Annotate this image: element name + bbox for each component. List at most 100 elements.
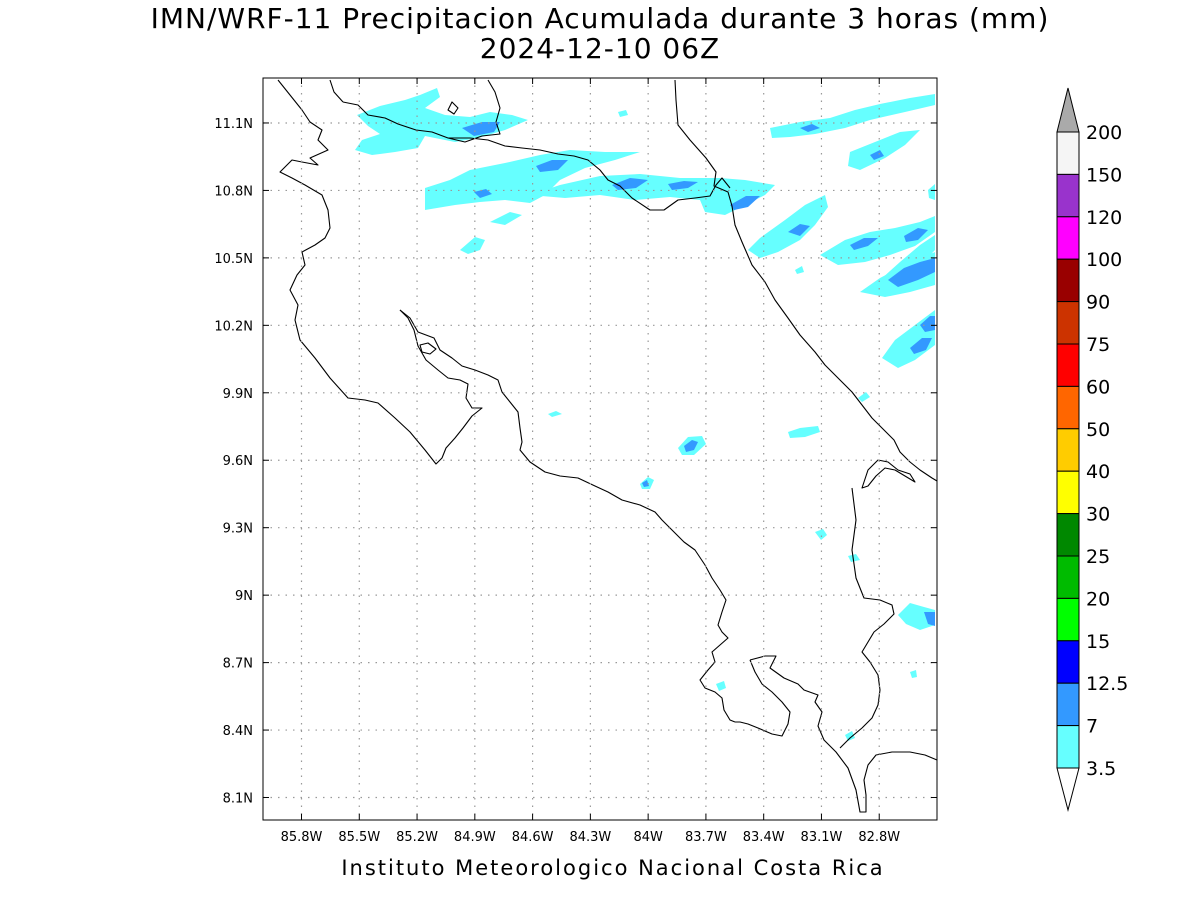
colorbar-label: 100 xyxy=(1086,249,1122,271)
colorbar: 200 150 120 100 90 75 60 50 40 30 25 20 15 12.5 7 3.5 xyxy=(1056,87,1128,812)
rain-patch xyxy=(684,440,698,452)
colorbar-label: 90 xyxy=(1086,292,1110,314)
rain-patch xyxy=(460,237,485,254)
colorbar-swatch xyxy=(1056,258,1080,303)
rain-patch xyxy=(355,88,528,155)
colorbar-swatch xyxy=(1056,555,1080,599)
rain-patch xyxy=(618,110,628,117)
map-frame xyxy=(262,77,938,821)
panama-border xyxy=(839,487,895,749)
colorbar-swatch xyxy=(1056,470,1080,515)
rain-patch xyxy=(800,124,820,132)
colorbar-label: 50 xyxy=(1086,419,1110,441)
y-tick-label: 8.4N xyxy=(223,724,253,739)
x-tick-label: 82.8W xyxy=(858,830,900,845)
rain-patch xyxy=(536,160,568,172)
rain-patch xyxy=(880,235,935,285)
y-axis-ticks: 11.1N 10.8N 10.5N 10.2N 9.9N 9.6N 9.3N 9N 8.7N 8.… xyxy=(214,117,937,807)
osa-peninsula-golfo-dulce xyxy=(749,655,938,813)
rain-patch xyxy=(642,480,649,487)
y-tick-label: 10.5N xyxy=(214,252,253,267)
colorbar-label: 7 xyxy=(1086,716,1098,738)
rain-patch xyxy=(716,681,726,691)
rain-patch xyxy=(848,130,920,170)
colorbar-swatch xyxy=(1056,428,1080,472)
colorbar-swatch xyxy=(1056,682,1080,727)
nicaragua-border-south xyxy=(448,137,731,211)
lake-shore xyxy=(447,101,459,115)
x-tick-label: 84.9W xyxy=(454,830,496,845)
rain-patch xyxy=(910,670,917,678)
y-tick-label: 8.7N xyxy=(223,657,253,672)
x-tick-label: 84.3W xyxy=(569,830,611,845)
rain-patch xyxy=(730,196,760,210)
rain-patch xyxy=(924,612,935,626)
x-tick-label: 85.8W xyxy=(281,830,323,845)
rain-patch xyxy=(910,338,932,354)
rain-patch xyxy=(870,150,884,160)
x-tick-label: 84.6W xyxy=(512,830,554,845)
x-tick-label: 85.5W xyxy=(338,830,380,845)
rain-patch xyxy=(848,554,860,562)
nicoya-gulf-island xyxy=(419,342,437,355)
y-tick-label: 10.8N xyxy=(214,184,253,199)
colorbar-label: 200 xyxy=(1086,122,1122,144)
colorbar-swatch xyxy=(1056,131,1080,175)
osa-inner xyxy=(735,659,791,737)
rain-patch xyxy=(668,181,698,190)
coastline xyxy=(277,79,938,813)
colorbar-label: 60 xyxy=(1086,376,1110,398)
colorbar-label: 150 xyxy=(1086,164,1122,186)
colorbar-label: 15 xyxy=(1086,631,1110,653)
colorbar-top-arrow xyxy=(1056,87,1080,133)
north-coast-stub xyxy=(329,79,344,103)
y-tick-label: 9.3N xyxy=(223,522,253,537)
colorbar-swatch xyxy=(1056,597,1080,642)
colorbar-swatch xyxy=(1056,343,1080,387)
precipitation-light xyxy=(355,88,935,741)
x-tick-label: 84W xyxy=(633,830,663,845)
colorbar-swatch xyxy=(1056,385,1080,430)
colorbar-label: 40 xyxy=(1086,461,1110,483)
colorbar-label: 20 xyxy=(1086,588,1110,610)
rain-patch xyxy=(788,426,820,438)
x-axis-ticks: 85.8W 85.5W 85.2W 84.9W 84.6W 84.3W 84W 83.7W 83… xyxy=(281,78,900,845)
rain-patch xyxy=(462,122,500,136)
map-title: IMN/WRF-11 Precipitacion Acumulada duran… xyxy=(150,2,1050,35)
y-tick-label: 9.9N xyxy=(223,387,253,402)
x-tick-label: 83.7W xyxy=(685,830,727,845)
colorbar-label: 3.5 xyxy=(1086,758,1116,780)
x-tick-label: 83.4W xyxy=(743,830,785,845)
y-tick-label: 8.1N xyxy=(223,792,253,807)
bocas-coast xyxy=(861,459,916,489)
rain-patch xyxy=(820,216,935,265)
colorbar-swatch xyxy=(1056,640,1080,684)
x-tick-label: 83.1W xyxy=(801,830,843,845)
rain-patch xyxy=(920,316,935,332)
rain-patch xyxy=(474,189,492,198)
colorbar-swatch xyxy=(1056,725,1080,769)
y-tick-label: 10.2N xyxy=(214,319,253,334)
colorbar-label: 30 xyxy=(1086,504,1110,526)
rain-patch xyxy=(548,411,562,417)
y-tick-label: 11.1N xyxy=(214,117,253,132)
rain-patch xyxy=(888,258,935,287)
y-tick-label: 9.6N xyxy=(223,454,253,469)
colorbar-label: 25 xyxy=(1086,546,1110,568)
colorbar-swatch xyxy=(1056,173,1080,218)
colorbar-swatch xyxy=(1056,216,1080,260)
rain-patch xyxy=(858,392,870,402)
colorbar-swatch xyxy=(1056,513,1080,557)
rain-patch xyxy=(904,228,928,242)
footer-credit: Instituto Meteorologico Nacional Costa R… xyxy=(341,856,885,880)
rain-patch xyxy=(850,238,878,250)
colorbar-swatch xyxy=(1056,301,1080,345)
colorbar-label: 12.5 xyxy=(1086,673,1128,695)
rain-patch xyxy=(815,529,827,540)
rain-patch xyxy=(928,184,935,200)
rain-patch xyxy=(748,195,828,258)
central-pacific-coast xyxy=(399,309,736,723)
colorbar-bottom-arrow xyxy=(1056,767,1080,812)
rain-patch xyxy=(845,731,855,741)
